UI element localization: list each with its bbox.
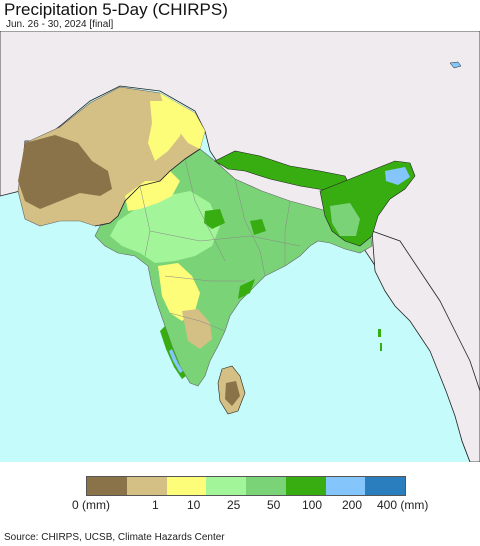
legend-label: 1 — [152, 498, 159, 512]
legend-swatch-6 — [325, 477, 366, 495]
region-rajasthan-yellow — [125, 171, 180, 211]
region-bangladesh — [330, 203, 360, 236]
legend-swatch-3 — [206, 477, 246, 495]
legend-label: 10 — [187, 498, 201, 512]
region-central-patch-2 — [250, 219, 266, 235]
legend-colorbar — [86, 476, 406, 496]
legend-labels: 0 (mm) 1 10 25 50 100 200 400 (mm) — [0, 498, 480, 514]
region-east-coast-green — [238, 279, 255, 299]
region-andaman-2 — [380, 343, 382, 351]
legend-swatch-1 — [126, 477, 167, 495]
region-kashmir — [160, 93, 205, 149]
border-india-pakistan — [94, 148, 201, 227]
legend-label: 25 — [227, 498, 241, 512]
legend-label: 100 — [302, 498, 323, 512]
map-subtitle: Jun. 26 - 30, 2024 [final] — [6, 19, 114, 30]
legend-label: 400 (mm) — [377, 498, 429, 512]
state-borders — [139, 158, 301, 332]
legend-label: 0 (mm) — [72, 498, 110, 512]
source-credit: Source: CHIRPS, UCSB, Climate Hazards Ce… — [4, 532, 225, 543]
legend-swatch-5 — [285, 477, 326, 495]
region-kerala-blue — [169, 349, 183, 373]
legend-swatch-0 — [87, 477, 127, 495]
legend-label: 200 — [342, 498, 363, 512]
region-deccan-yellow — [158, 263, 200, 321]
legend-label: 50 — [267, 498, 281, 512]
region-tibet-lake — [449, 61, 462, 69]
legend-swatch-2 — [166, 477, 207, 495]
region-balochistan-dry — [18, 135, 112, 209]
region-central-patch-1 — [204, 209, 225, 229]
map-title: Precipitation 5-Day (CHIRPS) — [4, 0, 228, 19]
region-deccan-dry — [182, 309, 212, 349]
legend-swatch-7 — [365, 477, 405, 495]
land-southeast — [371, 230, 480, 462]
region-northeast-blue — [385, 167, 410, 185]
region-sri-lanka-dry — [225, 381, 240, 406]
precipitation-map — [0, 31, 480, 462]
legend-swatch-4 — [246, 477, 286, 495]
region-andaman — [378, 329, 381, 337]
